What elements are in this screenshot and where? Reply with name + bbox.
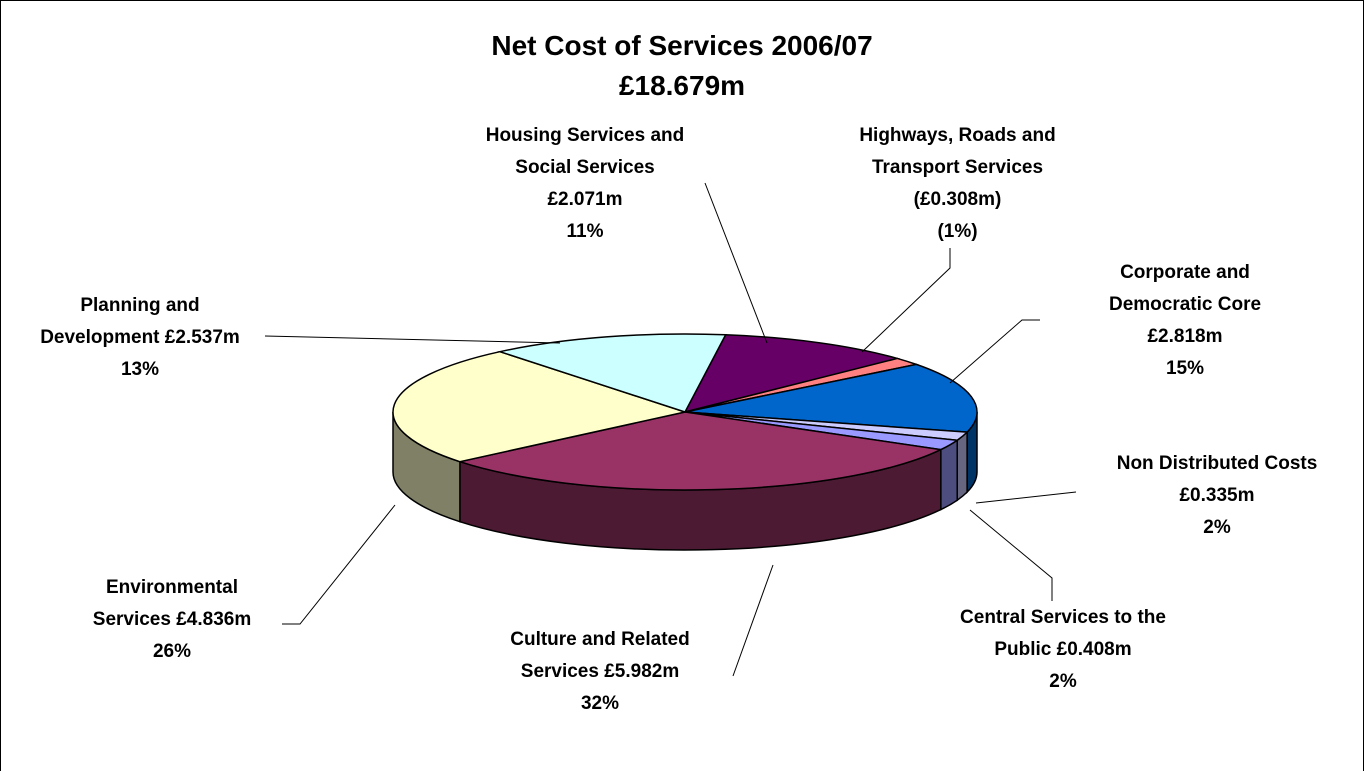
label-culture-value: Services £5.982m: [520, 661, 680, 682]
label-planning: Planning and Development £2.537m 13%: [5, 290, 275, 386]
label-central-value: Public £0.408m: [994, 639, 1132, 660]
leader-line-corporate: [949, 319, 1040, 384]
label-highways-value: (£0.308m): [913, 189, 1002, 210]
label-environmental: Environmental Services £4.836m 26%: [42, 572, 302, 668]
pie-slice-housing-services-and-social-services: [683, 333, 901, 414]
label-environmental-percent: 26%: [152, 641, 192, 662]
label-highways: Highways, Roads and Transport Services (…: [810, 120, 1105, 248]
label-highways-line2: Transport Services: [871, 157, 1044, 178]
label-culture: Culture and Related Services £5.982m 32%: [465, 624, 735, 720]
label-nondist-percent: 2%: [1203, 517, 1231, 538]
label-central: Central Services to the Public £0.408m 2…: [918, 602, 1208, 698]
label-highways-percent: (1%): [937, 221, 978, 242]
pie-slice-planning-and-development: [497, 333, 727, 413]
leader-line-culture: [732, 564, 774, 677]
label-culture-line1: Culture and Related: [510, 629, 690, 650]
pie-side-non-distributed-costs: [956, 430, 968, 502]
label-planning-line1: Planning and: [80, 295, 200, 316]
label-planning-value: Development £2.537m: [40, 327, 240, 348]
pie-side-central-services-to-the-public: [940, 438, 958, 511]
label-corporate: Corporate and Democratic Core £2.818m 15…: [1050, 257, 1320, 385]
chart-subtitle: £18.679m: [618, 70, 746, 101]
chart-title: Net Cost of Services 2006/07: [491, 30, 873, 61]
label-environmental-value: Services £4.836m: [92, 609, 252, 630]
label-highways-line1: Highways, Roads and: [859, 125, 1056, 146]
label-housing-value: £2.071m: [547, 189, 623, 210]
label-central-percent: 2%: [1049, 671, 1077, 692]
label-corporate-line1: Corporate and: [1120, 262, 1250, 283]
label-planning-percent: 13%: [120, 359, 160, 380]
pie-slice-corporate-and-democratic-core: [684, 363, 978, 433]
label-environmental-line1: Environmental: [106, 577, 238, 598]
label-housing-percent: 11%: [566, 221, 604, 242]
label-nondist: Non Distributed Costs £0.335m 2%: [1072, 448, 1362, 544]
label-corporate-line2: Democratic Core: [1108, 294, 1262, 315]
leader-line-environmental: [282, 504, 396, 625]
leader-line-housing: [704, 182, 768, 344]
leader-line-highways: [861, 248, 951, 353]
label-corporate-value: £2.818m: [1147, 326, 1223, 347]
pie-slice-environmental-services: [392, 350, 688, 463]
leader-line-nondist: [975, 491, 1077, 504]
label-nondist-line1: Non Distributed Costs: [1116, 453, 1318, 474]
label-central-line1: Central Services to the: [960, 607, 1166, 628]
label-housing-line2: Social Services: [515, 157, 655, 178]
leader-line-planning: [264, 335, 561, 344]
label-culture-percent: 32%: [580, 693, 620, 714]
label-housing-line1: Housing Services and: [485, 125, 685, 146]
label-corporate-percent: 15%: [1165, 358, 1205, 379]
label-housing: Housing Services and Social Services £2.…: [440, 120, 730, 248]
leader-line-central: [969, 509, 1053, 601]
label-nondist-value: £0.335m: [1179, 485, 1255, 506]
pie-slice-culture-and-related-services: [457, 411, 944, 491]
